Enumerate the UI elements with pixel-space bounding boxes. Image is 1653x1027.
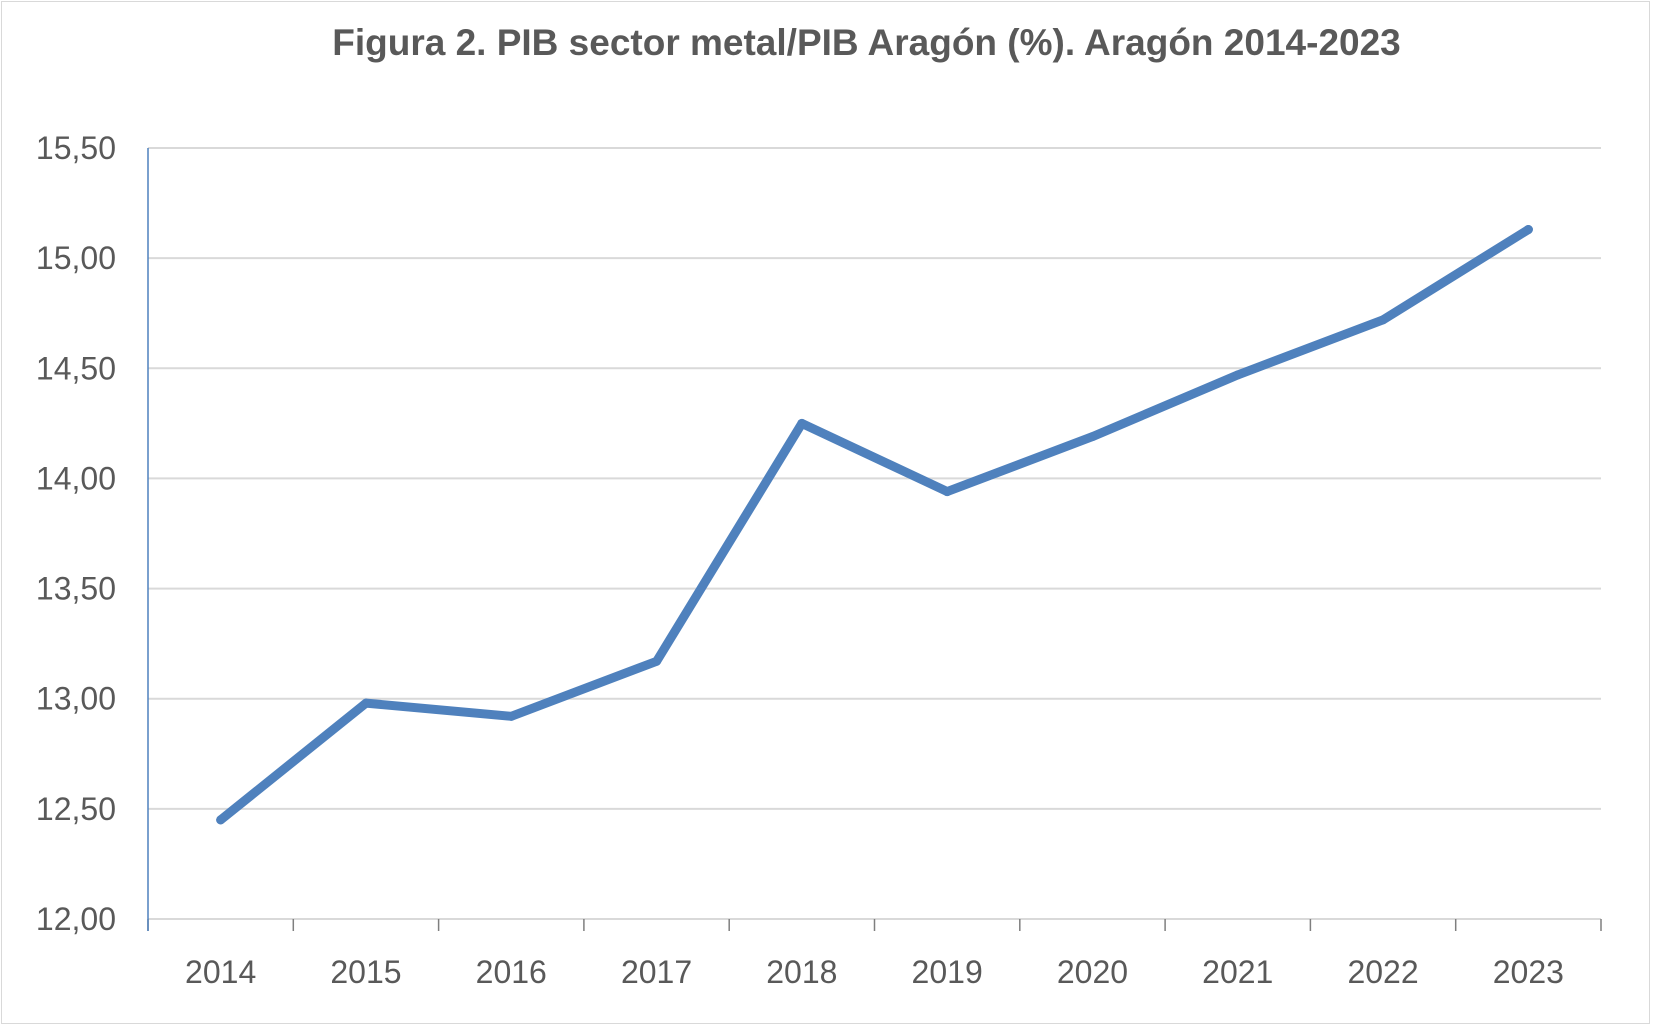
y-tick-label: 13,00 xyxy=(36,681,116,717)
y-tick-label: 15,50 xyxy=(36,130,116,166)
data-point xyxy=(942,487,952,497)
chart-title: Figura 2. PIB sector metal/PIB Aragón (%… xyxy=(332,22,1401,63)
data-point xyxy=(1233,370,1243,380)
y-tick-label: 12,00 xyxy=(36,901,116,937)
x-tick-label: 2022 xyxy=(1347,954,1418,990)
y-tick-labels: 12,00 12,50 13,00 13,50 14,00 14,50 15,00 15,50 xyxy=(36,130,116,937)
x-tick-label: 2019 xyxy=(912,954,983,990)
x-tick-label: 2015 xyxy=(330,954,401,990)
x-tick-label: 2016 xyxy=(476,954,547,990)
axes xyxy=(147,148,1602,931)
x-tick-labels: 2014 2015 2016 2017 2018 2019 2020 2021 2022 2023 xyxy=(185,954,1564,990)
y-tick-label: 12,50 xyxy=(36,791,116,827)
y-tick-label: 14,00 xyxy=(36,460,116,496)
data-point xyxy=(1378,315,1388,325)
data-point xyxy=(652,656,662,666)
x-tick-label: 2014 xyxy=(185,954,256,990)
x-tick-label: 2023 xyxy=(1493,954,1564,990)
series-layer xyxy=(216,225,1533,825)
x-tick-label: 2017 xyxy=(621,954,692,990)
x-tick-label: 2021 xyxy=(1202,954,1273,990)
data-point xyxy=(1523,225,1533,235)
series-line xyxy=(216,225,1533,825)
y-tick-label: 14,50 xyxy=(36,350,116,386)
gridlines xyxy=(148,147,1601,810)
x-tick-label: 2018 xyxy=(766,954,837,990)
data-point xyxy=(506,711,516,721)
data-point xyxy=(216,815,226,825)
x-tick-label: 2020 xyxy=(1057,954,1128,990)
data-point xyxy=(361,698,371,708)
data-point xyxy=(1087,432,1097,442)
y-tick-label: 13,50 xyxy=(36,571,116,607)
data-point xyxy=(797,418,807,428)
y-tick-label: 15,00 xyxy=(36,240,116,276)
